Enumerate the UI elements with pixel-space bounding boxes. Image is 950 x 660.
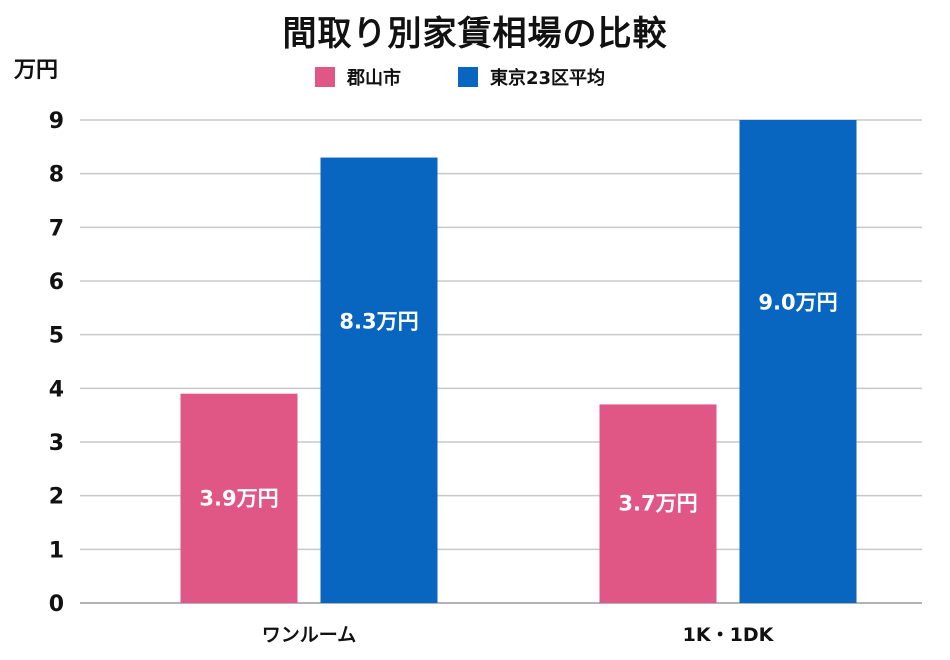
data-label-koriyama-1: 3.7万円 [618, 492, 697, 516]
legend-label-koriyama: 郡山市 [347, 68, 401, 89]
y-tick-label-4: 4 [49, 377, 64, 402]
legend-swatch-tokyo23 [458, 67, 478, 87]
y-tick-label-8: 8 [49, 163, 64, 188]
bar-koriyama-1 [599, 404, 717, 603]
x-category-label-0: ワンルーム [262, 624, 356, 646]
legend-swatch-koriyama [315, 67, 335, 87]
bar-koriyama-0 [180, 393, 298, 603]
bar-tokyo23-1 [739, 120, 857, 603]
y-axis-unit-label: 万円 [14, 58, 59, 83]
y-tick-label-5: 5 [49, 324, 64, 349]
legend-item-koriyama: 郡山市 [315, 64, 401, 90]
legend-label-tokyo23: 東京23区平均 [490, 68, 606, 89]
data-label-tokyo23-1: 9.0万円 [758, 291, 837, 315]
y-tick-label-6: 6 [49, 270, 64, 295]
data-label-koriyama-0: 3.9万円 [199, 486, 278, 510]
y-tick-label-0: 0 [49, 592, 64, 617]
y-tick-label-1: 1 [49, 538, 64, 563]
y-tick-label-7: 7 [49, 216, 64, 241]
data-label-tokyo23-0: 8.3万円 [339, 309, 418, 333]
legend-item-tokyo23: 東京23区平均 [458, 64, 605, 90]
x-category-label-1: 1K・1DK [683, 624, 775, 646]
y-tick-label-2: 2 [49, 485, 64, 510]
bar-tokyo23-0 [320, 157, 438, 604]
chart-legend: 郡山市 東京23区平均 [0, 64, 950, 90]
y-tick-label-9: 9 [49, 109, 64, 134]
y-tick-label-3: 3 [49, 431, 64, 456]
chart-title: 間取り別家賃相場の比較 [282, 14, 668, 54]
